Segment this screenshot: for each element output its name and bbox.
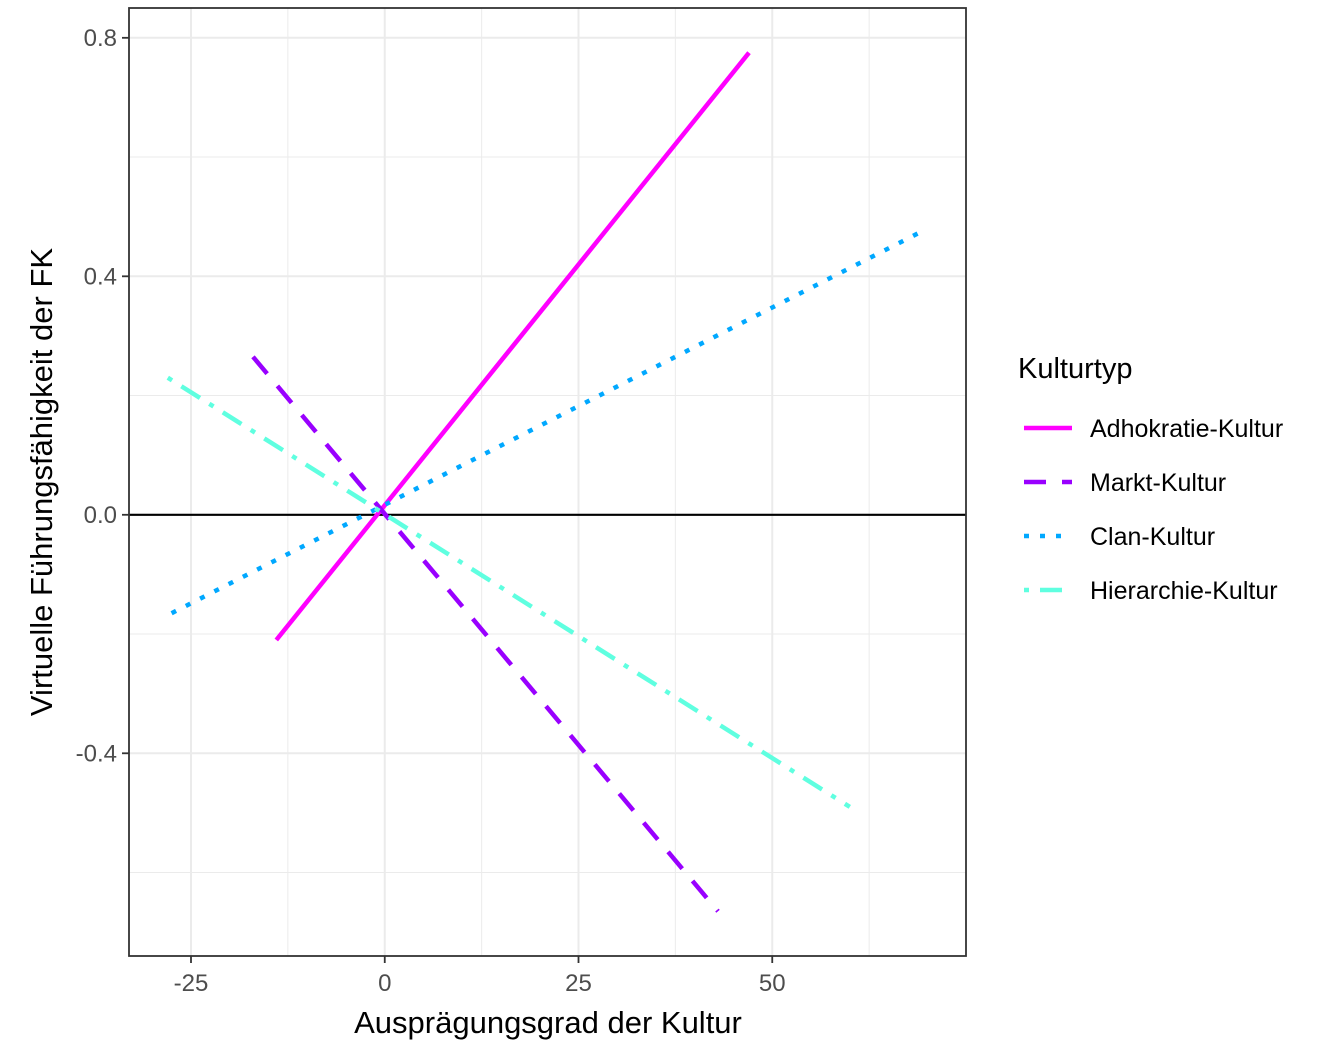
legend-items: Adhokratie-Kultur Markt-Kultur Clan-Kultur… [1024, 415, 1283, 605]
axes-layer: -25 0 25 50 -0.4 0.0 0.4 0.8 [76, 7, 967, 997]
legend-label-3: Clan-Kultur [1090, 523, 1215, 551]
y-tick-label: 0.0 [84, 502, 117, 529]
legend-label-2: Markt-Kultur [1090, 469, 1226, 497]
legend-label-1: Adhokratie-Kultur [1090, 415, 1283, 443]
plot-panel [129, 8, 966, 956]
legend: Kulturtyp Adhokratie-Kultur Markt-Kultur C… [1018, 353, 1283, 605]
series-line-2 [251, 355, 720, 913]
series-layer [166, 51, 929, 913]
legend-title: Kulturtyp [1018, 353, 1132, 385]
x-tick-label: 50 [759, 970, 786, 997]
series-line-1 [274, 51, 751, 642]
x-tick-label: -25 [174, 970, 209, 997]
series-line-4 [166, 375, 851, 809]
plot-border [128, 7, 967, 957]
y-tick-label: 0.8 [84, 25, 117, 52]
x-tick-label: 0 [378, 970, 391, 997]
y-axis-title: Virtuelle Führungsfähigkeit der FK [24, 248, 59, 716]
y-tick-label: 0.4 [84, 263, 117, 290]
grid-layer [129, 8, 966, 956]
series-line-3 [170, 226, 929, 616]
legend-label-4: Hierarchie-Kultur [1090, 577, 1278, 605]
y-tick-label: -0.4 [76, 740, 117, 767]
x-tick-label: 25 [565, 970, 592, 997]
x-axis-title: Ausprägungsgrad der Kultur [354, 1005, 742, 1040]
